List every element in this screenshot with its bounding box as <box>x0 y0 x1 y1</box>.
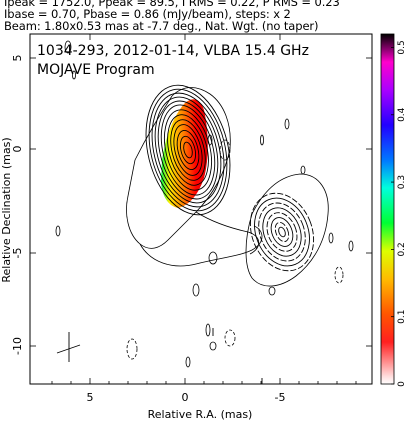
header-beam-line: Beam: 1.80x0.53 mas at -7.7 deg., Nat. W… <box>4 19 319 33</box>
contour-layer <box>55 40 354 384</box>
y-tick-label: -5 <box>11 248 24 259</box>
y-tick-label: 0 <box>11 146 24 153</box>
y-ticks <box>30 57 372 347</box>
plot-title: 1034-293, 2012-01-14, VLBA 15.4 GHz <box>37 43 309 59</box>
x-tick-label: 0 <box>182 391 189 404</box>
jet-bridge-contour-2 <box>195 211 260 255</box>
colorbar-tick-label: 0 <box>397 381 407 387</box>
colorbar-tick-label: 0.5 <box>397 40 407 54</box>
header-base-line: Ibase = 0.70, Pbase = 0.86 (mJy/beam), s… <box>4 7 291 21</box>
x-tick-label: 5 <box>87 391 94 404</box>
header-peak-line: Ipeak = 1752.0, Ppeak = 89.5, I RMS = 0.… <box>4 0 340 9</box>
colorbar <box>380 33 395 385</box>
x-axis-label: Relative R.A. (mas) <box>148 408 253 421</box>
colorbar-ticks: 0 0.1 0.2 0.3 0.4 0.5 <box>391 40 407 387</box>
polarization-fill <box>161 99 208 208</box>
y-tick-label: -10 <box>11 337 24 355</box>
noise-contours <box>55 40 354 368</box>
plot-subtitle: MOJAVE Program <box>37 62 155 78</box>
plot-frame <box>29 33 373 385</box>
x-tick-label: -5 <box>275 391 286 404</box>
colorbar-tick-label: 0.1 <box>397 310 407 324</box>
colorbar-tick-label: 0.4 <box>397 107 407 122</box>
colorbar-tick-label: 0.3 <box>397 175 407 189</box>
y-tick-label: 5 <box>11 55 24 62</box>
polarization-sticks <box>56 328 263 384</box>
y-axis-label: Relative Declination (mas) <box>0 137 13 282</box>
jet-bridge-contour <box>139 225 263 267</box>
x-ticks <box>51 34 357 384</box>
secondary-contours <box>249 192 315 272</box>
secondary-outer-contour <box>245 173 329 287</box>
colorbar-tick-label: 0.2 <box>397 242 407 256</box>
